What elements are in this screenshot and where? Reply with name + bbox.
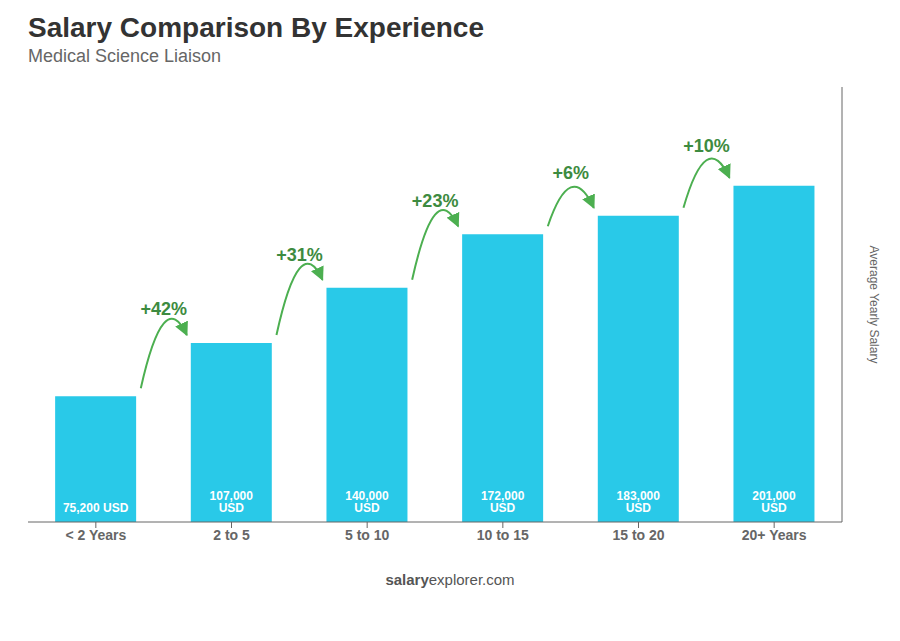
svg-text:+10%: +10% [683, 136, 730, 156]
html-text:Medical Science Liaison: Medical Science Liaison [28, 46, 222, 66]
svg-text:2 to 5: 2 to 5 [213, 527, 250, 543]
svg-text:183,000USD: 183,000USD [617, 489, 661, 515]
svg-text:+42%: +42% [141, 299, 188, 319]
svg-text:75,200 USD: 75,200 USD [63, 501, 129, 515]
svg-text:5 to 10: 5 to 10 [345, 527, 390, 543]
svg-text:15 to 20: 15 to 20 [612, 527, 664, 543]
svg-text:20+ Years: 20+ Years [742, 527, 807, 543]
svg-text:172,000USD: 172,000USD [481, 489, 525, 515]
svg-text:+31%: +31% [276, 245, 323, 265]
svg-text:+6%: +6% [553, 163, 590, 183]
svg-text:< 2 Years: < 2 Years [65, 527, 126, 543]
svg-text:10 to 15: 10 to 15 [477, 527, 529, 543]
svg-text:Average Yearly Salary: Average Yearly Salary [867, 246, 881, 364]
html-text:Salary Comparison By Experienc: Salary Comparison By Experience [28, 12, 484, 43]
svg-text:140,000USD: 140,000USD [345, 489, 389, 515]
svg-text:201,000USD: 201,000USD [752, 489, 796, 515]
svg-text:107,000USD: 107,000USD [210, 489, 254, 515]
html-text:salary explorer.com: salary explorer.com [385, 571, 515, 588]
svg-text:+23%: +23% [412, 191, 459, 211]
